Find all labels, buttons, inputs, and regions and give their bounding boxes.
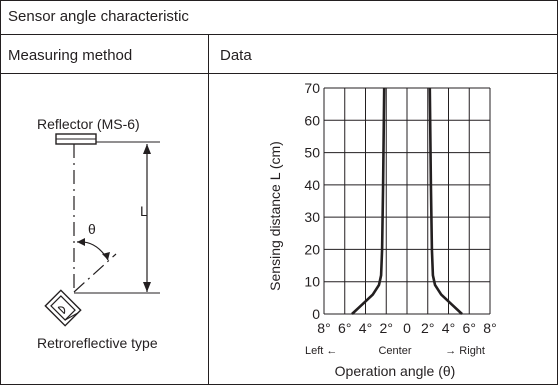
x-tick-label: 6° [463, 320, 476, 336]
tilted-axis-line [73, 253, 117, 293]
curve-right [428, 87, 463, 315]
distance-label: L [140, 203, 148, 219]
table-title: Sensor angle characteristic [8, 8, 189, 25]
x-tick-label: 0 [403, 320, 411, 336]
table-border-left [0, 0, 1, 385]
y-tick-label: 10 [304, 274, 320, 290]
direction-right-label: → Right [445, 345, 485, 357]
x-tick-label: 2° [421, 320, 434, 336]
y-tick-label: 70 [304, 80, 320, 96]
chart-curves [351, 87, 463, 315]
y-tick-label: 0 [312, 306, 320, 322]
column-header-data: Data [220, 47, 252, 64]
x-tick-label: 2° [380, 320, 393, 336]
sensor-type-label: Retroreflective type [37, 335, 158, 351]
angle-label: θ [88, 221, 96, 237]
x-tick-labels: 8° 6° 4° 2° 0 2° 4° 6° 8° [317, 320, 496, 336]
angle-arrow-left-icon [77, 238, 85, 246]
y-tick-label: 40 [304, 177, 320, 193]
y-tick-label: 30 [304, 209, 320, 225]
distance-arrow-down-icon [143, 282, 151, 292]
angle-characteristic-chart: 0 10 20 30 40 50 60 70 8° 6° 4° 2° 0 2° 4° 6° 8° Left ←… [267, 80, 497, 379]
y-tick-labels: 0 10 20 30 40 50 60 70 [304, 80, 320, 322]
direction-left-label: Left ← [305, 345, 337, 357]
curve-left [351, 87, 386, 315]
x-tick-label: 6° [338, 320, 351, 336]
chart-grid [323, 87, 491, 315]
angle-arc [76, 241, 109, 261]
x-tick-label: 8° [483, 320, 496, 336]
sensor-icon [44, 289, 82, 327]
x-axis-title: Operation angle (θ) [335, 363, 456, 379]
measuring-method-diagram: Reflector (MS-6) θ L Retroreflective typ… [37, 116, 160, 351]
table-divider-column [208, 34, 209, 385]
y-tick-label: 60 [304, 112, 320, 128]
angle-arrow-right-icon [102, 252, 110, 260]
x-tick-label: 8° [317, 320, 330, 336]
reflector-label: Reflector (MS-6) [37, 116, 140, 132]
table-divider-title [0, 34, 558, 35]
column-header-method: Measuring method [8, 47, 133, 64]
distance-arrow-up-icon [143, 144, 151, 154]
direction-center-label: Center [378, 345, 411, 357]
x-tick-label: 4° [359, 320, 372, 336]
reflector-icon [55, 133, 97, 145]
table-divider-header [0, 73, 558, 74]
table-border-top [0, 0, 558, 1]
y-tick-label: 20 [304, 241, 320, 257]
y-axis-title: Sensing distance L (cm) [267, 141, 283, 291]
y-tick-label: 50 [304, 145, 320, 161]
x-tick-label: 4° [442, 320, 455, 336]
